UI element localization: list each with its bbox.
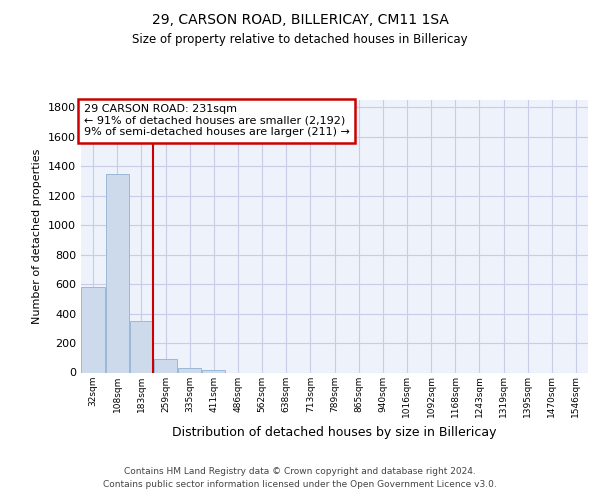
Bar (106, 174, 129, 372)
Text: 29 CARSON ROAD: 231sqm
← 91% of detached houses are smaller (2,192)
9% of semi-d: 29 CARSON ROAD: 231sqm ← 91% of detached… (83, 104, 349, 138)
Text: 29, CARSON ROAD, BILLERICAY, CM11 1SA: 29, CARSON ROAD, BILLERICAY, CM11 1SA (152, 12, 448, 26)
Y-axis label: Number of detached properties: Number of detached properties (32, 148, 43, 324)
Bar (130, 321, 153, 372)
Bar (178, 368, 202, 372)
Bar (202, 370, 226, 372)
Text: Contains HM Land Registry data © Crown copyright and database right 2024.: Contains HM Land Registry data © Crown c… (124, 467, 476, 476)
Text: Size of property relative to detached houses in Billericay: Size of property relative to detached ho… (132, 32, 468, 46)
X-axis label: Distribution of detached houses by size in Billericay: Distribution of detached houses by size … (172, 426, 497, 438)
Text: Contains public sector information licensed under the Open Government Licence v3: Contains public sector information licen… (103, 480, 497, 489)
Bar (82, 287, 105, 372)
Bar (154, 359, 177, 372)
